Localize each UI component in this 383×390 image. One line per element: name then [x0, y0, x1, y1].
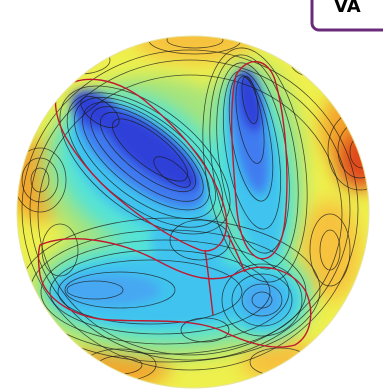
- footprint-outline: [37, 60, 312, 348]
- contour-lines: [17, 36, 369, 382]
- disc-border: [16, 35, 370, 389]
- label-tag-box: [310, 0, 383, 32]
- label-tag-text: VA: [334, 0, 361, 17]
- label-tag: VA: [310, 0, 383, 32]
